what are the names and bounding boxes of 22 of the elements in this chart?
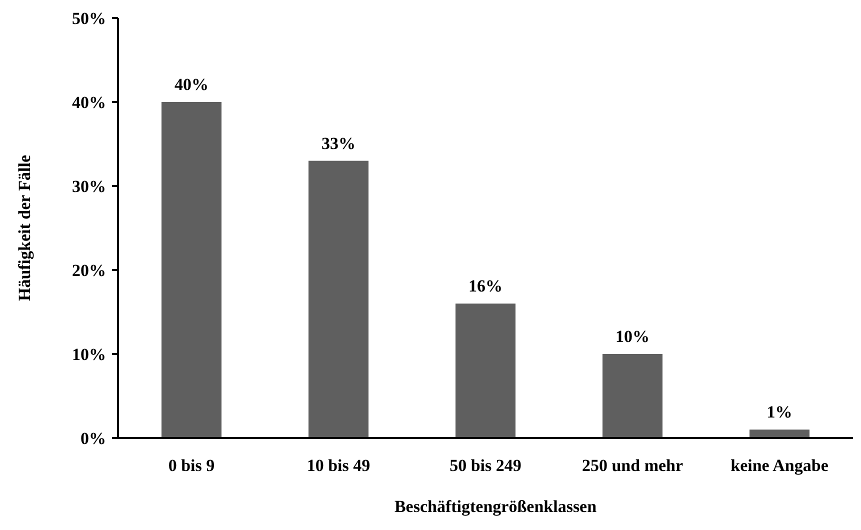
x-tick-label: 0 bis 9: [168, 456, 215, 475]
x-tick-label: keine Angabe: [730, 456, 829, 475]
x-tick-label: 10 bis 49: [306, 456, 370, 475]
x-tick-label: 250 und mehr: [582, 456, 684, 475]
bar: [308, 160, 368, 438]
x-tick-label: 50 bis 249: [450, 456, 522, 475]
y-tick-label: 30%: [72, 176, 106, 196]
y-tick-label: 10%: [72, 344, 106, 364]
y-tick-label: 40%: [72, 92, 106, 112]
data-label: 16%: [468, 276, 502, 296]
y-tick-label: 50%: [72, 8, 106, 28]
data-label: 33%: [322, 134, 356, 153]
bar: [602, 354, 662, 438]
y-tick-label: 0%: [80, 428, 106, 448]
bar: [456, 304, 516, 438]
y-tick-label: 20%: [72, 260, 106, 280]
data-label: 1%: [766, 402, 792, 422]
bar: [162, 102, 222, 438]
data-label: 40%: [174, 75, 208, 94]
x-axis-title: Beschäftigtengrößenklassen: [394, 497, 598, 516]
y-axis-title: Häufigkeit der Fälle: [15, 154, 34, 302]
data-label: 10%: [616, 327, 650, 346]
